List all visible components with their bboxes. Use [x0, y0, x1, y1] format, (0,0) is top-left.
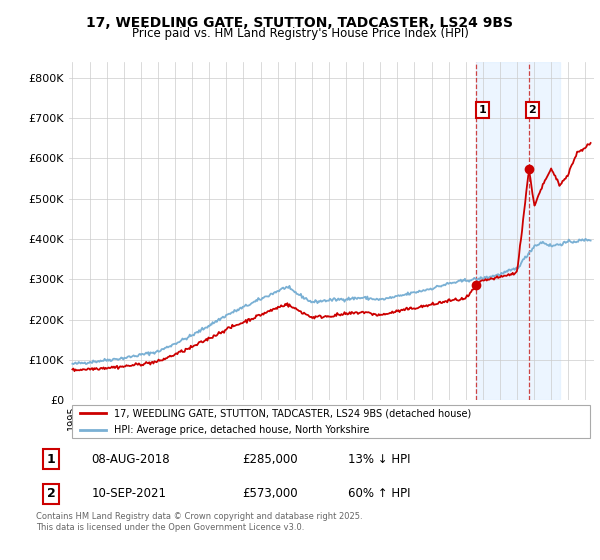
Text: 2: 2 [529, 105, 536, 115]
Text: 1: 1 [479, 105, 487, 115]
Bar [476, 62, 560, 400]
Text: Price paid vs. HM Land Registry's House Price Index (HPI): Price paid vs. HM Land Registry's House … [131, 27, 469, 40]
Text: 13% ↓ HPI: 13% ↓ HPI [348, 453, 410, 466]
Text: Contains HM Land Registry data © Crown copyright and database right 2025.
This d: Contains HM Land Registry data © Crown c… [35, 512, 362, 531]
Text: 10-SEP-2021: 10-SEP-2021 [91, 487, 166, 500]
Text: 08-AUG-2018: 08-AUG-2018 [91, 453, 170, 466]
Text: 60% ↑ HPI: 60% ↑ HPI [348, 487, 410, 500]
Text: 17, WEEDLING GATE, STUTTON, TADCASTER, LS24 9BS (detached house): 17, WEEDLING GATE, STUTTON, TADCASTER, L… [113, 408, 471, 418]
Text: 2: 2 [47, 487, 55, 500]
FancyBboxPatch shape [71, 405, 590, 438]
Text: 17, WEEDLING GATE, STUTTON, TADCASTER, LS24 9BS: 17, WEEDLING GATE, STUTTON, TADCASTER, L… [86, 16, 514, 30]
Text: 1: 1 [47, 453, 55, 466]
Text: HPI: Average price, detached house, North Yorkshire: HPI: Average price, detached house, Nort… [113, 425, 369, 435]
Text: £285,000: £285,000 [242, 453, 298, 466]
Text: £573,000: £573,000 [242, 487, 298, 500]
